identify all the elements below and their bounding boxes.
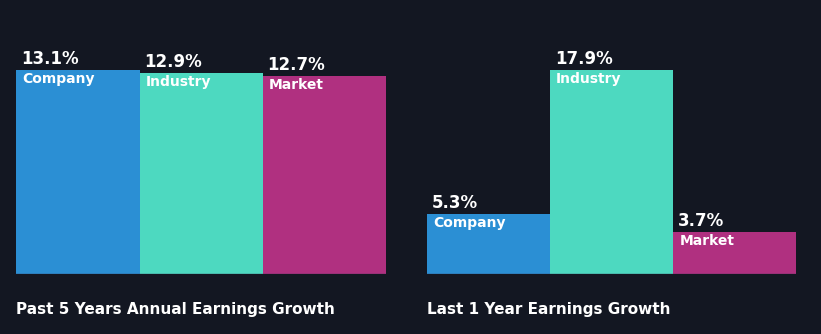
Text: Last 1 Year Earnings Growth: Last 1 Year Earnings Growth <box>427 302 671 317</box>
Text: Company: Company <box>433 215 506 229</box>
Text: 5.3%: 5.3% <box>432 193 478 211</box>
Text: Company: Company <box>23 72 95 86</box>
Text: 17.9%: 17.9% <box>555 50 612 68</box>
Bar <box>16 70 140 274</box>
Bar <box>427 213 550 274</box>
Text: Past 5 Years Annual Earnings Growth: Past 5 Years Annual Earnings Growth <box>16 302 335 317</box>
Text: Industry: Industry <box>557 72 621 86</box>
Text: Industry: Industry <box>146 75 211 89</box>
Bar <box>673 232 796 274</box>
Bar <box>550 70 673 274</box>
Bar <box>140 73 263 274</box>
Text: 12.9%: 12.9% <box>144 53 202 71</box>
Text: 13.1%: 13.1% <box>21 50 79 68</box>
Text: Market: Market <box>680 234 734 248</box>
Text: 12.7%: 12.7% <box>268 56 325 74</box>
Bar <box>263 76 386 274</box>
Text: 3.7%: 3.7% <box>678 212 724 230</box>
Text: Market: Market <box>269 78 323 92</box>
